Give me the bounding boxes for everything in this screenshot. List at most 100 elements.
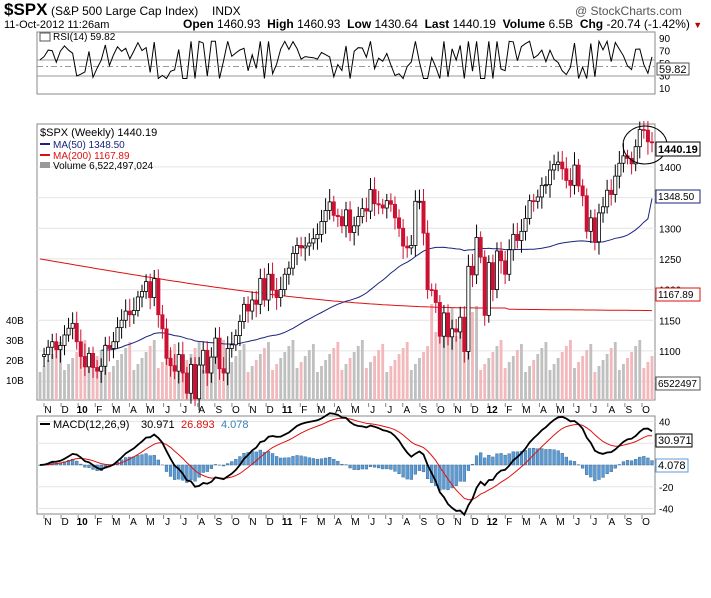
volume-bar [271, 370, 274, 400]
chg-label: Chg [579, 17, 604, 31]
macd-hist-bar [221, 464, 226, 467]
candle-body [233, 335, 238, 346]
candle-body [209, 356, 214, 374]
volume-tick-label: 10B [6, 376, 24, 387]
candle-body [188, 364, 193, 394]
x-tick-label: J [165, 405, 170, 416]
candle-body [515, 233, 520, 241]
macd-hist-bar [572, 461, 577, 466]
x-tick-label: D [471, 517, 478, 528]
macd-hist-bar [148, 455, 152, 466]
macd-hist-bar [581, 464, 585, 469]
candle-body [119, 319, 124, 329]
macd-hist-bar [458, 464, 462, 482]
volume-bar [646, 362, 650, 400]
candle-body [576, 164, 581, 187]
ticker-symbol: $SPX [4, 0, 48, 19]
open-value: 1460.93 [217, 17, 261, 31]
x-tick-label: A [540, 405, 547, 416]
candle-body [478, 237, 483, 258]
volume-bar [630, 352, 634, 400]
candle-body [221, 368, 226, 374]
candle-body [282, 273, 287, 290]
candle-body [246, 303, 251, 312]
candle-body [86, 352, 91, 368]
x-tick-label: 10 [77, 405, 89, 416]
candle-body [213, 337, 218, 358]
volume-bar [434, 332, 438, 400]
x-tick-label: S [216, 405, 223, 416]
candle-body [621, 155, 626, 164]
macd-hist-bar [642, 456, 646, 466]
x-tick-label: S [626, 517, 633, 528]
candle-body [335, 214, 340, 218]
volume-bar [634, 346, 638, 400]
x-tick-label: A [335, 517, 342, 528]
candle-body [270, 273, 275, 291]
ma50-line [101, 198, 653, 351]
candle-body [405, 245, 410, 249]
volume-bar [324, 360, 328, 400]
volume-bar [91, 362, 95, 400]
x-tick-label: D [61, 517, 68, 528]
low-value: 1430.64 [374, 17, 418, 31]
volume-bar [511, 356, 515, 400]
volume-bar [626, 358, 629, 400]
macd-hist-bar [234, 459, 238, 466]
x-tick-label: 11 [282, 517, 293, 528]
volume-bar [275, 364, 279, 400]
candle-body [637, 129, 642, 148]
volume-bar [262, 348, 266, 400]
macd-hist-bar [621, 461, 626, 466]
volume-bar [397, 354, 401, 400]
volume-bar [152, 340, 156, 400]
macd-hist-bar [270, 453, 275, 466]
volume-bar [120, 354, 124, 400]
macd-hist-bar [266, 451, 271, 466]
macd-legend-name: MACD(12,26,9) [53, 419, 129, 431]
x-tick-label: M [317, 405, 325, 416]
macd-hist-bar [474, 455, 479, 466]
candle-body [148, 281, 153, 298]
candle-body [258, 278, 263, 305]
candle-body [262, 278, 267, 301]
macd-hist-bar [185, 464, 189, 483]
macd-hist-bar [193, 464, 197, 482]
volume-bar [552, 364, 556, 400]
candle-body [552, 164, 557, 171]
candle-body [266, 273, 271, 301]
volume-bar [369, 362, 372, 400]
volume-bar [385, 372, 389, 400]
candle-body [507, 249, 512, 275]
macd-hist-bar [323, 457, 328, 466]
x-tick-label: F [506, 405, 512, 416]
candle-body [392, 203, 397, 219]
macd-hist-bar [454, 464, 458, 486]
candle-body [588, 217, 593, 232]
volume-bar [132, 370, 136, 400]
ma50-legend: MA(50) 1348.50 [53, 140, 125, 151]
volume-bar [258, 354, 262, 400]
macd-hist-bar [499, 453, 503, 466]
volume-bar [54, 348, 58, 400]
rsi-tick-label: 10 [659, 84, 671, 95]
x-tick-label: D [266, 517, 273, 528]
x-tick-label: M [112, 405, 120, 416]
volume-tick-label: 40B [6, 316, 24, 327]
candle-body [523, 218, 528, 232]
volume-bar [136, 364, 140, 400]
volume-bar [609, 348, 613, 400]
x-tick-label: 12 [487, 405, 499, 416]
price-panel: 14001350130012501200115011001050 40B30B2… [6, 120, 701, 411]
rsi-panel: 9070503010 RSI(14) 59.82 59.82 [36, 31, 690, 95]
x-tick-label: D [61, 405, 68, 416]
x-tick-label: A [608, 517, 615, 528]
candle-body [50, 341, 55, 348]
candle-body [397, 217, 402, 229]
candle-body [250, 299, 255, 312]
candle-body [331, 201, 336, 216]
candle-body [135, 296, 140, 311]
volume-bar [450, 308, 454, 400]
candle-body [82, 356, 87, 368]
volume-bar [540, 348, 544, 400]
